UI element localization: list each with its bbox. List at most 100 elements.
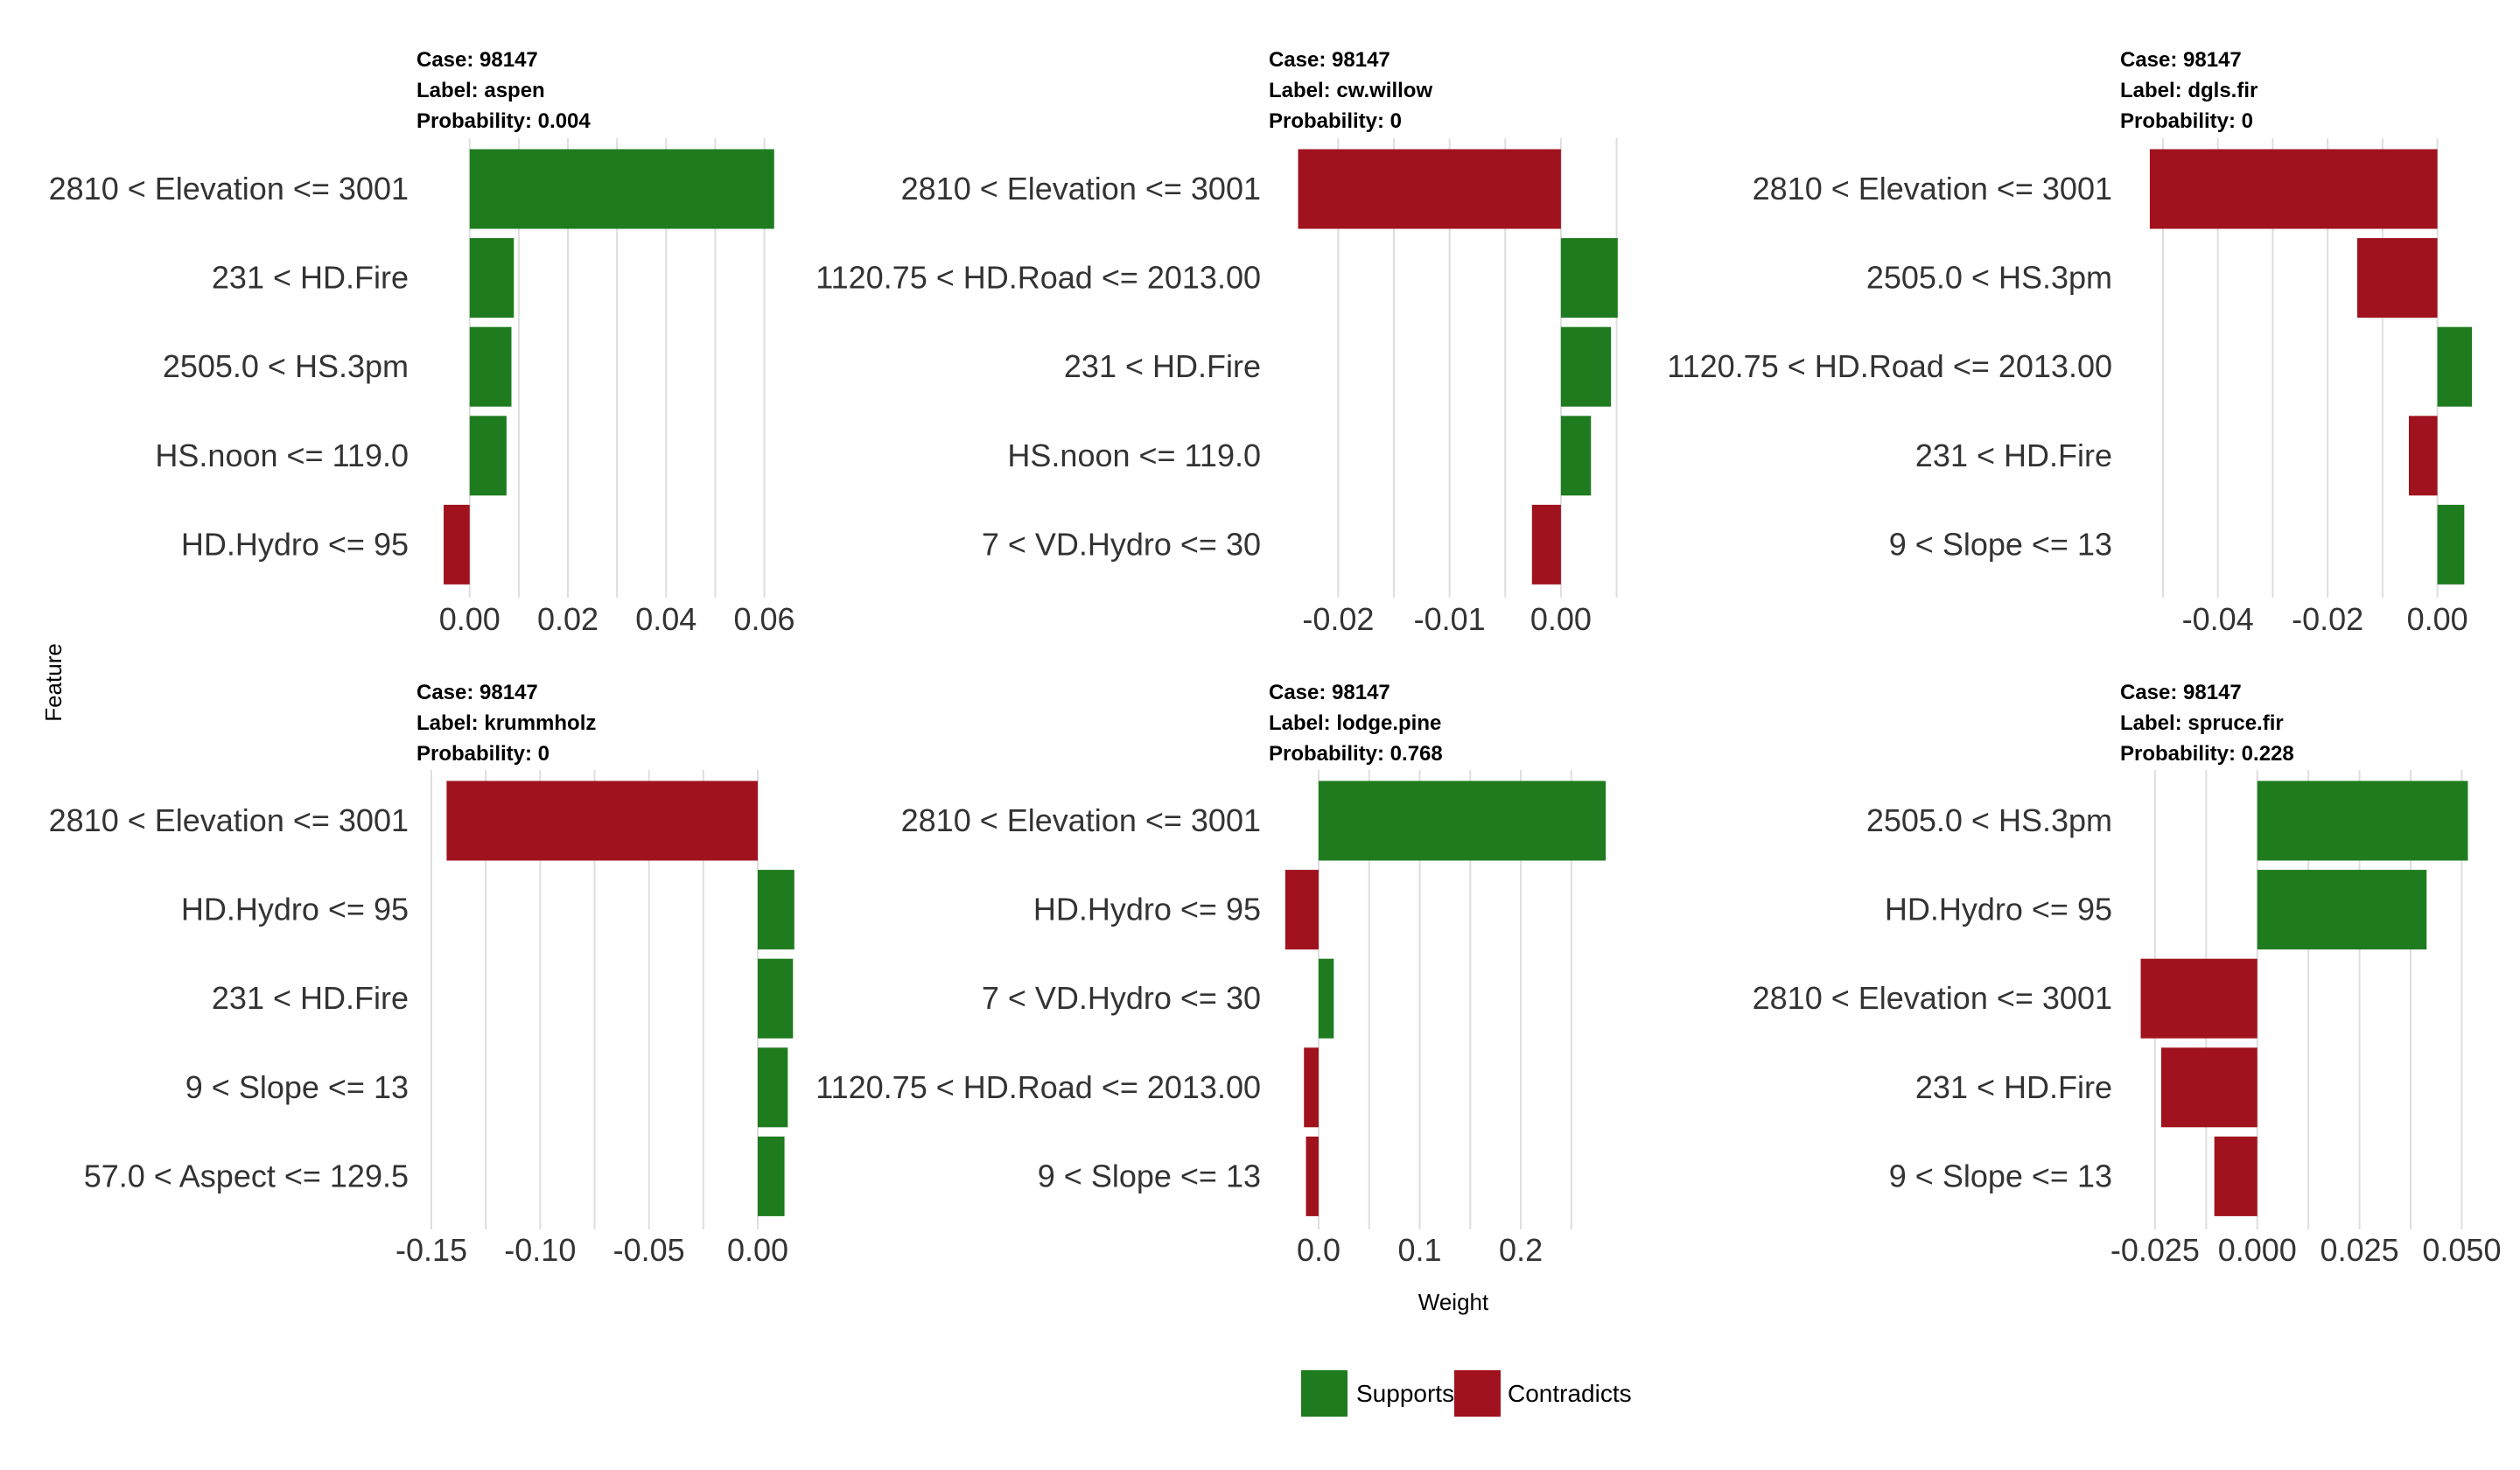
tick-label: -0.02 bbox=[2292, 601, 2363, 637]
bar bbox=[2149, 149, 2438, 229]
panel-title-line: Label: aspen bbox=[416, 79, 545, 102]
bar bbox=[469, 326, 512, 407]
category-label: 2505.0 < HS.3pm bbox=[1866, 802, 2112, 838]
chart-panel: Case: 98147 Label: spruce.fir Probability:… bbox=[1753, 681, 2502, 1268]
bar bbox=[757, 1047, 788, 1128]
bar bbox=[1560, 326, 1612, 407]
category-label: 2810 < Elevation <= 3001 bbox=[1753, 980, 2112, 1016]
chart-panel: Case: 98147 Label: cw.willow Probability: … bbox=[816, 48, 1618, 637]
x-axis-title: Weight bbox=[1418, 1289, 1489, 1315]
bar bbox=[757, 958, 794, 1039]
legend: Supports Contradicts bbox=[1301, 1370, 1632, 1417]
bar bbox=[2437, 326, 2473, 407]
legend-label-supports: Supports bbox=[1356, 1380, 1454, 1407]
bar bbox=[469, 238, 514, 318]
bar bbox=[2214, 1136, 2258, 1216]
bar bbox=[1560, 416, 1592, 496]
bar bbox=[1306, 1136, 1319, 1216]
category-label: 2505.0 < HS.3pm bbox=[163, 348, 409, 384]
panel-title-line: Probability: 0.228 bbox=[2120, 742, 2294, 766]
category-label: 7 < VD.Hydro <= 30 bbox=[982, 526, 1261, 562]
category-label: 2810 < Elevation <= 3001 bbox=[1753, 171, 2112, 206]
bar bbox=[2357, 238, 2438, 318]
bar bbox=[1318, 958, 1334, 1039]
panel-title-line: Case: 98147 bbox=[1269, 48, 1390, 72]
chart-panel: Case: 98147 Label: dgls.fir Probability: 0… bbox=[1667, 48, 2473, 637]
category-label: 7 < VD.Hydro <= 30 bbox=[982, 980, 1261, 1016]
category-label: 2505.0 < HS.3pm bbox=[1866, 260, 2112, 296]
bar bbox=[469, 149, 774, 229]
category-label: 2810 < Elevation <= 3001 bbox=[49, 171, 409, 206]
bar bbox=[2257, 870, 2427, 950]
panel-title-line: Case: 98147 bbox=[2120, 681, 2242, 704]
bar bbox=[757, 1136, 785, 1216]
tick-label: 0.025 bbox=[2320, 1232, 2399, 1268]
category-label: HD.Hydro <= 95 bbox=[1885, 892, 2112, 928]
panel-title-line: Case: 98147 bbox=[416, 48, 538, 72]
category-label: 2810 < Elevation <= 3001 bbox=[49, 802, 409, 838]
category-label: 231 < HD.Fire bbox=[1064, 348, 1261, 384]
category-label: HD.Hydro <= 95 bbox=[1033, 892, 1261, 928]
chart-panel: Case: 98147 Label: lodge.pine Probability:… bbox=[816, 681, 1606, 1268]
category-label: 9 < Slope <= 13 bbox=[1889, 1158, 2112, 1194]
category-label: 231 < HD.Fire bbox=[1915, 1069, 2112, 1105]
category-label: 231 < HD.Fire bbox=[1915, 438, 2112, 473]
bar bbox=[446, 780, 758, 861]
panel-title-line: Probability: 0 bbox=[1269, 109, 1402, 133]
tick-label: -0.025 bbox=[2110, 1232, 2200, 1268]
category-label: HD.Hydro <= 95 bbox=[181, 526, 409, 562]
bar bbox=[1304, 1047, 1319, 1128]
tick-label: 0.000 bbox=[2218, 1232, 2297, 1268]
category-label: HD.Hydro <= 95 bbox=[181, 892, 409, 928]
panels: Case: 98147 Label: aspen Probability: 0.00… bbox=[49, 48, 2502, 1268]
category-label: HS.noon <= 119.0 bbox=[155, 438, 409, 473]
tick-label: 0.04 bbox=[635, 601, 696, 637]
bar bbox=[1560, 238, 1618, 318]
tick-label: 0.00 bbox=[727, 1232, 788, 1268]
panel-title-line: Label: krummholz bbox=[416, 711, 596, 735]
panel-title-line: Probability: 0 bbox=[2120, 109, 2253, 133]
panel-title-line: Label: lodge.pine bbox=[1269, 711, 1441, 735]
tick-label: -0.01 bbox=[1414, 601, 1486, 637]
tick-label: -0.15 bbox=[396, 1232, 467, 1268]
panel-title-line: Label: cw.willow bbox=[1269, 79, 1432, 102]
tick-label: -0.10 bbox=[504, 1232, 576, 1268]
legend-swatch-contradicts bbox=[1454, 1370, 1501, 1417]
tick-label: -0.02 bbox=[1302, 601, 1374, 637]
tick-label: 0.1 bbox=[1398, 1232, 1442, 1268]
category-label: 1120.75 < HD.Road <= 2013.00 bbox=[816, 1069, 1261, 1105]
tick-label: 0.00 bbox=[2407, 601, 2468, 637]
panel-title-line: Case: 98147 bbox=[1269, 681, 1390, 704]
panel-title-line: Probability: 0.768 bbox=[1269, 742, 1443, 766]
category-label: 9 < Slope <= 13 bbox=[186, 1069, 409, 1105]
tick-label: 0.0 bbox=[1297, 1232, 1340, 1268]
category-label: 57.0 < Aspect <= 129.5 bbox=[84, 1158, 409, 1194]
bar bbox=[1284, 870, 1319, 950]
bar bbox=[1298, 149, 1561, 229]
bar bbox=[757, 870, 794, 950]
bar bbox=[444, 504, 470, 584]
chart-panel: Case: 98147 Label: aspen Probability: 0.00… bbox=[49, 48, 795, 637]
bar bbox=[1318, 780, 1606, 861]
tick-label: 0.00 bbox=[1530, 601, 1592, 637]
bar bbox=[2160, 1047, 2258, 1128]
category-label: 2810 < Elevation <= 3001 bbox=[901, 802, 1261, 838]
category-label: 231 < HD.Fire bbox=[212, 980, 409, 1016]
category-label: 9 < Slope <= 13 bbox=[1038, 1158, 1261, 1194]
legend-label-contradicts: Contradicts bbox=[1508, 1380, 1632, 1407]
bar bbox=[1531, 504, 1561, 584]
panel-title-line: Probability: 0.004 bbox=[416, 109, 591, 133]
panel-title-line: Probability: 0 bbox=[416, 742, 550, 766]
panel-title-line: Label: spruce.fir bbox=[2120, 711, 2284, 735]
category-label: 1120.75 < HD.Road <= 2013.00 bbox=[1667, 348, 2112, 384]
chart-panel: Case: 98147 Label: krummholz Probability: … bbox=[49, 681, 794, 1268]
tick-label: 0.2 bbox=[1499, 1232, 1543, 1268]
legend-swatch-supports bbox=[1301, 1370, 1348, 1417]
tick-label: -0.05 bbox=[613, 1232, 685, 1268]
tick-label: 0.02 bbox=[537, 601, 598, 637]
bar bbox=[2140, 958, 2258, 1039]
y-axis-title: Feature bbox=[40, 643, 66, 722]
bar bbox=[2437, 504, 2465, 584]
category-label: 231 < HD.Fire bbox=[212, 260, 409, 296]
